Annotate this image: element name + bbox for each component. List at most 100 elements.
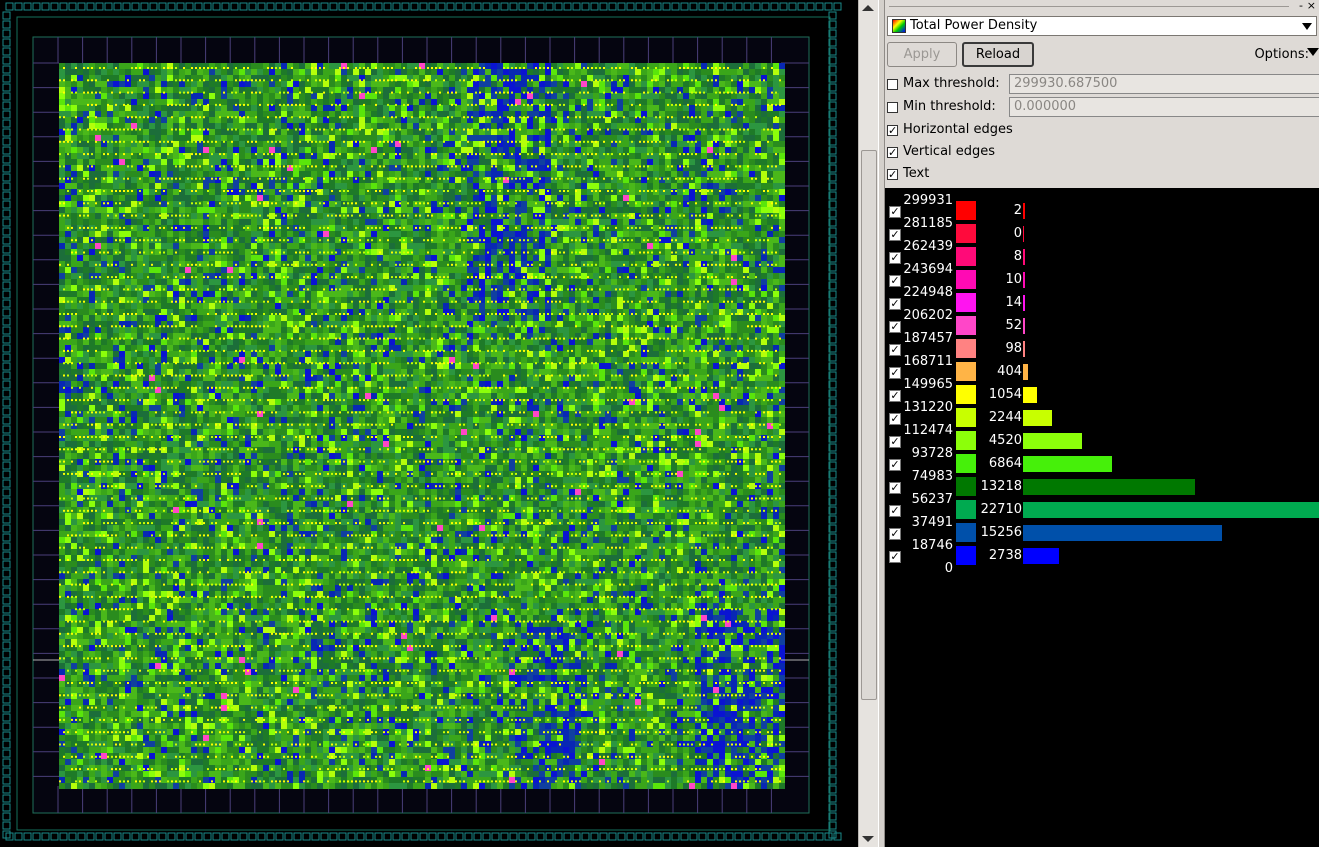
legend-bin-count: 1054 bbox=[989, 387, 1022, 402]
legend-bin-count: 2 bbox=[1014, 203, 1022, 218]
options-label[interactable]: Options: bbox=[1254, 47, 1309, 62]
legend-threshold-label: 18746 bbox=[912, 538, 953, 553]
heatmap-type-select[interactable]: Total Power Density bbox=[887, 16, 1317, 36]
legend-threshold-label: 74983 bbox=[912, 469, 953, 484]
legend-bin-count: 22710 bbox=[981, 502, 1022, 517]
legend-histogram-bar bbox=[1023, 295, 1025, 311]
legend-color-swatch bbox=[956, 431, 976, 450]
horizontal-edges-checkbox[interactable]: ✓ bbox=[887, 125, 898, 136]
legend-histogram-bar bbox=[1023, 318, 1025, 334]
legend-histogram-bar bbox=[1023, 525, 1222, 541]
options-dropdown-icon[interactable] bbox=[1307, 48, 1319, 56]
legend-histogram-bar bbox=[1023, 203, 1025, 219]
legend-bin-count: 8 bbox=[1014, 249, 1022, 264]
legend-bin-checkbox[interactable]: ✓ bbox=[889, 367, 901, 379]
legend-bin-checkbox[interactable]: ✓ bbox=[889, 528, 901, 540]
vertical-edges-checkbox[interactable]: ✓ bbox=[887, 147, 898, 158]
legend-color-swatch bbox=[956, 224, 976, 243]
min-threshold-label: Min threshold: bbox=[903, 99, 996, 114]
legend-threshold-label: 0 bbox=[945, 561, 953, 576]
legend-threshold-label: 56237 bbox=[912, 492, 953, 507]
legend-histogram-bar bbox=[1023, 387, 1037, 403]
scrollbar-thumb[interactable] bbox=[861, 150, 877, 700]
legend-bin-checkbox[interactable]: ✓ bbox=[889, 436, 901, 448]
horizontal-edges-label: Horizontal edges bbox=[903, 122, 1013, 137]
legend-bin-checkbox[interactable]: ✓ bbox=[889, 459, 901, 471]
legend-bin-checkbox[interactable]: ✓ bbox=[889, 413, 901, 425]
heatmap-legend: ✓ 2 ✓ 0 ✓ 8 ✓ 10 ✓ 14 ✓ 52 ✓ 98 ✓ 404 ✓ 1054 ✓ 2244 ✓ 4520 ✓ 68… bbox=[885, 188, 1319, 847]
legend-bin-checkbox[interactable]: ✓ bbox=[889, 390, 901, 402]
heatmap-settings-panel: - × Total Power Density Apply Reload Opt… bbox=[885, 0, 1319, 847]
heatmap-icon bbox=[892, 19, 906, 33]
legend-histogram-bar bbox=[1023, 456, 1112, 472]
layout-vertical-scrollbar[interactable] bbox=[858, 0, 879, 847]
float-button[interactable]: - bbox=[1299, 0, 1303, 12]
legend-color-swatch bbox=[956, 523, 976, 542]
legend-threshold-label: 224948 bbox=[903, 285, 953, 300]
legend-color-swatch bbox=[956, 362, 976, 381]
legend-threshold-label: 149965 bbox=[903, 377, 953, 392]
scroll-up-arrow-icon[interactable] bbox=[862, 5, 874, 11]
power-density-heatmap[interactable] bbox=[0, 0, 858, 847]
vertical-edges-label: Vertical edges bbox=[903, 144, 995, 159]
legend-color-swatch bbox=[956, 339, 976, 358]
legend-threshold-label: 299931 bbox=[903, 193, 953, 208]
legend-bin-checkbox[interactable]: ✓ bbox=[889, 298, 901, 310]
legend-color-swatch bbox=[956, 270, 976, 289]
apply-button[interactable]: Apply bbox=[887, 42, 957, 67]
legend-bin-count: 14 bbox=[1005, 295, 1022, 310]
legend-histogram-bar bbox=[1023, 272, 1025, 288]
text-checkbox[interactable]: ✓ bbox=[887, 169, 898, 180]
legend-threshold-label: 206202 bbox=[903, 308, 953, 323]
legend-bin-count: 10 bbox=[1005, 272, 1022, 287]
heatmap-type-value: Total Power Density bbox=[910, 18, 1037, 33]
legend-bin-checkbox[interactable]: ✓ bbox=[889, 551, 901, 563]
legend-histogram-bar bbox=[1023, 226, 1024, 242]
max-threshold-field[interactable]: 299930.687500 bbox=[1009, 74, 1319, 94]
legend-bin-count: 4520 bbox=[989, 433, 1022, 448]
legend-color-swatch bbox=[956, 408, 976, 427]
min-threshold-field[interactable]: 0.000000 bbox=[1009, 97, 1319, 117]
legend-bin-count: 13218 bbox=[981, 479, 1022, 494]
legend-histogram-bar bbox=[1023, 479, 1195, 495]
legend-threshold-label: 93728 bbox=[912, 446, 953, 461]
legend-bin-count: 2738 bbox=[989, 548, 1022, 563]
legend-color-swatch bbox=[956, 385, 976, 404]
legend-bin-checkbox[interactable]: ✓ bbox=[889, 275, 901, 287]
legend-color-swatch bbox=[956, 316, 976, 335]
legend-color-swatch bbox=[956, 546, 976, 565]
reload-button[interactable]: Reload bbox=[962, 42, 1034, 67]
legend-threshold-label: 131220 bbox=[903, 400, 953, 415]
legend-bin-checkbox[interactable]: ✓ bbox=[889, 321, 901, 333]
legend-bin-checkbox[interactable]: ✓ bbox=[889, 252, 901, 264]
legend-histogram-bar bbox=[1023, 410, 1052, 426]
legend-bin-count: 98 bbox=[1005, 341, 1022, 356]
legend-threshold-label: 243694 bbox=[903, 262, 953, 277]
legend-bin-checkbox[interactable]: ✓ bbox=[889, 505, 901, 517]
legend-bin-checkbox[interactable]: ✓ bbox=[889, 206, 901, 218]
legend-threshold-label: 262439 bbox=[903, 239, 953, 254]
legend-bin-count: 6864 bbox=[989, 456, 1022, 471]
legend-color-swatch bbox=[956, 477, 976, 496]
legend-color-swatch bbox=[956, 500, 976, 519]
legend-histogram-bar bbox=[1023, 249, 1025, 265]
legend-histogram-bar bbox=[1023, 433, 1082, 449]
legend-bin-checkbox[interactable]: ✓ bbox=[889, 344, 901, 356]
legend-color-swatch bbox=[956, 201, 976, 220]
legend-bin-checkbox[interactable]: ✓ bbox=[889, 482, 901, 494]
close-button[interactable]: × bbox=[1307, 0, 1316, 12]
text-label: Text bbox=[903, 166, 929, 181]
panel-splitter[interactable] bbox=[878, 0, 885, 847]
legend-threshold-label: 37491 bbox=[912, 515, 953, 530]
legend-bin-checkbox[interactable]: ✓ bbox=[889, 229, 901, 241]
title-bar-grip bbox=[889, 6, 1289, 7]
legend-histogram-bar bbox=[1023, 502, 1319, 518]
layout-viewer[interactable] bbox=[0, 0, 858, 847]
legend-histogram-bar bbox=[1023, 548, 1059, 564]
max-threshold-checkbox[interactable] bbox=[887, 79, 898, 90]
legend-threshold-label: 112474 bbox=[903, 423, 953, 438]
scroll-down-arrow-icon[interactable] bbox=[862, 836, 874, 842]
min-threshold-checkbox[interactable] bbox=[887, 102, 898, 113]
legend-color-swatch bbox=[956, 247, 976, 266]
legend-threshold-label: 281185 bbox=[903, 216, 953, 231]
